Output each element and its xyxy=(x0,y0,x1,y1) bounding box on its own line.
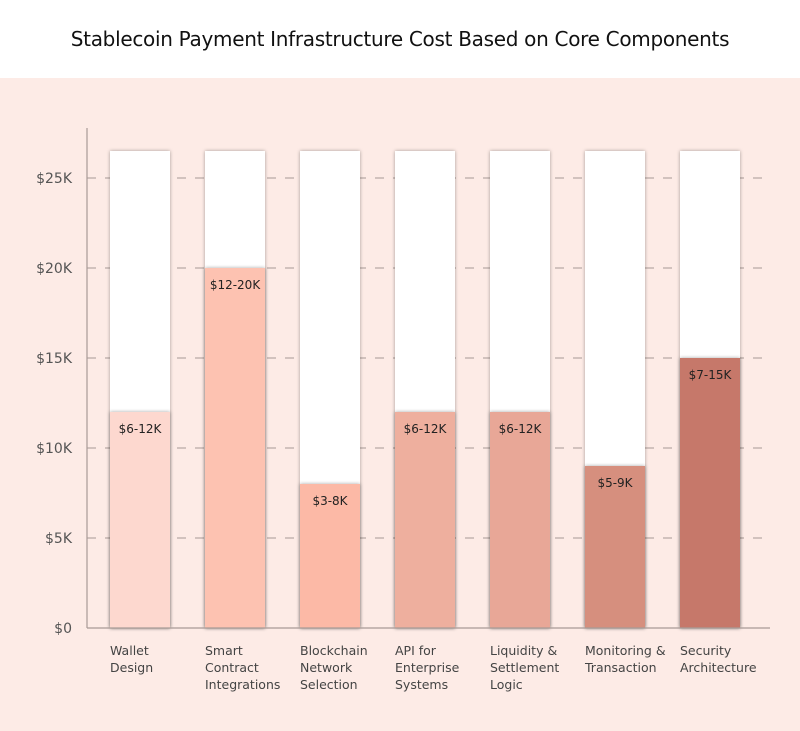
x-tick-label-line: Enterprise xyxy=(395,660,460,675)
x-tick-label: Security Architecture xyxy=(680,643,757,675)
x-tick-label-line: Design xyxy=(110,660,153,675)
x-tick-label: Wallet Design xyxy=(110,643,153,675)
x-tick-label: Smart Contract Integrations xyxy=(205,643,280,692)
x-tick-label: API for Enterprise Systems xyxy=(395,643,460,692)
y-tick-label: $5K xyxy=(45,531,73,547)
x-tick-label-line: Monitoring & xyxy=(585,643,666,658)
x-tick-label-line: Integrations xyxy=(205,677,280,692)
data-label: $6-12K xyxy=(119,422,163,436)
bar xyxy=(585,466,645,628)
y-tick-label: $10K xyxy=(36,441,73,457)
data-label: $6-12K xyxy=(499,422,543,436)
x-tick-label: Liquidity & Settlement Logic xyxy=(490,643,559,692)
chart-title: Stablecoin Payment Infrastructure Cost B… xyxy=(0,0,800,78)
y-tick-label: $0 xyxy=(54,621,72,637)
x-tick-label-line: Logic xyxy=(490,677,523,692)
bar xyxy=(110,412,170,628)
x-tick-label-line: Transaction xyxy=(584,660,657,675)
data-label: $3-8K xyxy=(312,494,348,508)
x-tick-label: Blockchain Network Selection xyxy=(300,643,368,692)
bar xyxy=(490,412,550,628)
bar xyxy=(300,484,360,628)
y-tick-label: $15K xyxy=(36,351,73,367)
x-tick-label-line: Settlement xyxy=(490,660,559,675)
x-tick-label-line: Blockchain xyxy=(300,643,368,658)
x-tick-label-line: Contract xyxy=(205,660,259,675)
data-label: $7-15K xyxy=(689,368,733,382)
x-tick-label-line: Network xyxy=(300,660,353,675)
data-label: $6-12K xyxy=(404,422,448,436)
bar xyxy=(205,268,265,628)
x-tick-label-line: Smart xyxy=(205,643,243,658)
x-tick-label-line: Wallet xyxy=(110,643,149,658)
x-tick-label-line: Architecture xyxy=(680,660,757,675)
x-tick-label-line: Systems xyxy=(395,677,448,692)
bar xyxy=(680,358,740,628)
x-tick-label-line: Security xyxy=(680,643,732,658)
x-tick-label-line: Selection xyxy=(300,677,358,692)
data-label: $5-9K xyxy=(597,476,633,490)
y-tick-label: $25K xyxy=(36,171,73,187)
bar xyxy=(395,412,455,628)
x-tick-label-line: API for xyxy=(395,643,437,658)
x-tick-label-line: Liquidity & xyxy=(490,643,557,658)
x-tick-label: Monitoring & Transaction xyxy=(584,643,666,675)
y-tick-label: $20K xyxy=(36,261,73,277)
data-label: $12-20K xyxy=(210,278,262,292)
